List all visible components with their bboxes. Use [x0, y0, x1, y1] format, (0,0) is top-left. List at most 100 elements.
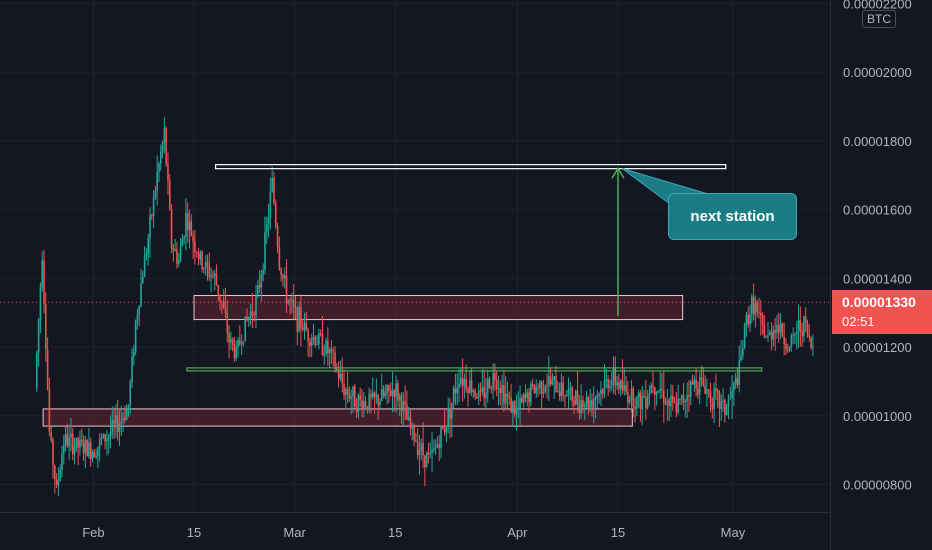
candle-body — [634, 406, 636, 409]
candle-body — [271, 177, 273, 192]
candle-body — [213, 273, 216, 277]
y-tick-label: 0.00002200 — [843, 0, 912, 11]
candle-body — [397, 383, 399, 401]
candle-body — [195, 252, 198, 254]
candle-body — [451, 403, 453, 419]
candle-body — [129, 382, 132, 406]
candle-body — [45, 304, 47, 350]
candle-body — [339, 373, 342, 379]
candle-body — [265, 224, 268, 232]
lower-zone — [42, 408, 633, 427]
candle-body — [341, 373, 344, 384]
candle-body — [197, 253, 200, 260]
candle-body — [567, 390, 570, 395]
candle-body — [573, 400, 575, 406]
candle-body — [729, 398, 732, 400]
candle-body — [109, 432, 112, 436]
candle-body — [549, 376, 552, 385]
candle-body — [467, 388, 469, 394]
candle-body — [37, 319, 40, 353]
candle-body — [548, 376, 550, 386]
y-tick-label: 0.00001800 — [843, 134, 912, 149]
candle-body — [413, 425, 415, 441]
candle-body — [251, 311, 254, 314]
candle-body — [136, 315, 139, 322]
candle-body — [691, 381, 694, 385]
candle-body — [143, 256, 146, 277]
candle-body — [73, 446, 76, 455]
candle-body — [670, 395, 672, 407]
candle-body — [185, 213, 187, 237]
candle-body — [115, 415, 117, 424]
candle-body — [177, 260, 180, 264]
candle-body — [503, 385, 505, 404]
candle-body — [411, 425, 414, 429]
candle-body — [64, 434, 67, 445]
candle-body — [761, 315, 764, 325]
candle-body — [420, 442, 423, 451]
candle-body — [134, 321, 137, 352]
candle-body — [621, 380, 624, 391]
candle-body — [249, 311, 252, 318]
candle-body — [305, 322, 308, 331]
candle-body — [352, 386, 354, 398]
candle-body — [600, 389, 602, 395]
candle-body — [790, 335, 793, 347]
candle-body — [513, 401, 516, 415]
candle-body — [445, 425, 448, 433]
candle-body — [530, 384, 532, 403]
candle-body — [102, 434, 105, 439]
candle-body — [449, 408, 451, 419]
candle-body — [269, 191, 272, 218]
candle-body — [384, 392, 387, 397]
candle-body — [591, 400, 593, 408]
candle-body — [41, 260, 44, 288]
candle-body — [174, 249, 176, 251]
candle-body — [628, 399, 631, 403]
candle-body — [434, 446, 437, 449]
candle-body — [594, 398, 597, 400]
candle-body — [332, 350, 335, 353]
candle-body — [357, 395, 360, 413]
candle-body — [159, 151, 162, 164]
candle-body — [747, 314, 750, 325]
candle-body — [183, 236, 185, 239]
candle-body — [301, 328, 304, 330]
candle-body — [244, 316, 247, 342]
candle-body — [601, 389, 604, 394]
candle-body — [589, 400, 591, 408]
candle-body — [765, 337, 767, 339]
candle-body — [797, 320, 800, 333]
candle-body — [458, 383, 460, 388]
candle-body — [46, 349, 49, 389]
candle-body — [582, 400, 584, 408]
candle-body — [704, 385, 706, 394]
candle-body — [531, 384, 534, 386]
candle-body — [623, 385, 626, 391]
candle-body — [666, 400, 669, 405]
candle-body — [804, 316, 807, 324]
candles[interactable] — [36, 117, 814, 497]
candle-body — [145, 253, 148, 257]
candle-body — [715, 388, 717, 391]
candle-body — [204, 261, 207, 269]
candle-body — [48, 388, 51, 432]
candle-body — [206, 261, 209, 266]
candle-body — [59, 469, 61, 481]
candle-body — [248, 317, 250, 321]
candle-body — [749, 314, 751, 325]
candle-body — [539, 381, 541, 388]
candle-body — [671, 395, 674, 402]
candle-body — [321, 333, 324, 355]
candle-body — [675, 403, 678, 413]
x-tick-label: Mar — [283, 525, 306, 540]
candle-body — [436, 444, 439, 447]
candle-body — [168, 180, 171, 210]
candle-body — [562, 382, 564, 396]
candle-body — [580, 400, 582, 414]
candle-countdown: 02:51 — [842, 314, 875, 329]
candle-body — [481, 387, 484, 392]
candle-body — [219, 294, 221, 301]
candle-body — [362, 401, 365, 411]
